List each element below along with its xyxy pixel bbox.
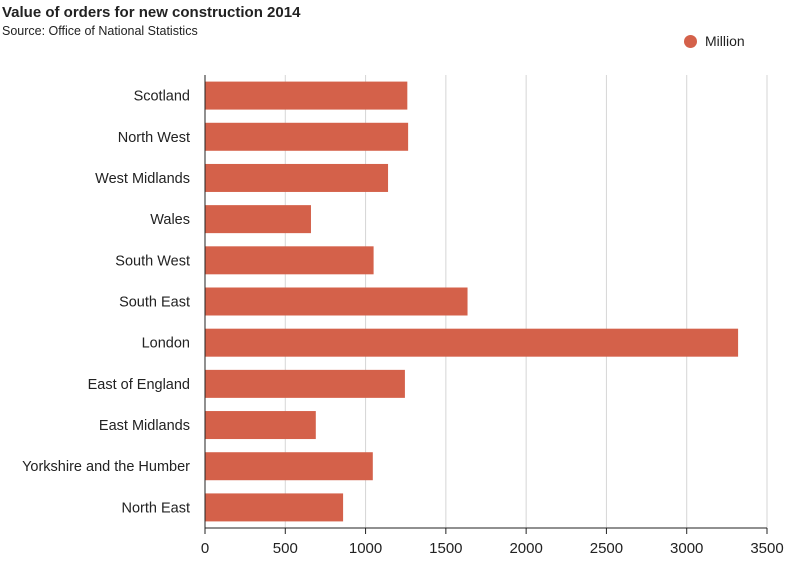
x-tick-label: 500 xyxy=(273,540,298,557)
category-label: East of England xyxy=(88,377,190,393)
bar-east-midlands xyxy=(205,411,316,440)
x-tick-label: 2000 xyxy=(509,540,542,557)
bar-london xyxy=(205,328,739,357)
category-label: South East xyxy=(119,295,190,311)
category-label: North East xyxy=(122,500,191,516)
x-tick-label: 2500 xyxy=(590,540,623,557)
category-label: Wales xyxy=(150,212,190,228)
x-tick-label: 1000 xyxy=(349,540,382,557)
category-label: Yorkshire and the Humber xyxy=(22,459,190,475)
category-label: London xyxy=(142,336,190,352)
legend: Million xyxy=(684,33,745,49)
bar-wales xyxy=(205,205,311,234)
bar-north-west xyxy=(205,122,409,151)
bar-west-midlands xyxy=(205,163,389,192)
category-label: East Midlands xyxy=(99,418,190,434)
category-label: South West xyxy=(115,253,190,269)
bar-east-of-england xyxy=(205,369,405,398)
bar-scotland xyxy=(205,81,408,110)
chart-subtitle: Source: Office of National Statistics xyxy=(2,24,198,38)
x-tick-label: 3000 xyxy=(670,540,703,557)
bar-south-west xyxy=(205,246,374,275)
category-label: North West xyxy=(118,130,190,146)
x-tick-label: 3500 xyxy=(750,540,783,557)
bar-yorkshire-and-the-humber xyxy=(205,452,373,481)
category-label: Scotland xyxy=(134,89,190,105)
x-tick-label: 0 xyxy=(201,540,209,557)
category-label: West Midlands xyxy=(95,171,190,187)
legend-swatch xyxy=(684,34,697,48)
bar-south-east xyxy=(205,287,468,316)
legend-label: Million xyxy=(705,33,745,49)
chart-title: Value of orders for new construction 201… xyxy=(2,4,301,21)
x-tick-label: 1500 xyxy=(429,540,462,557)
bar-north-east xyxy=(205,493,344,522)
